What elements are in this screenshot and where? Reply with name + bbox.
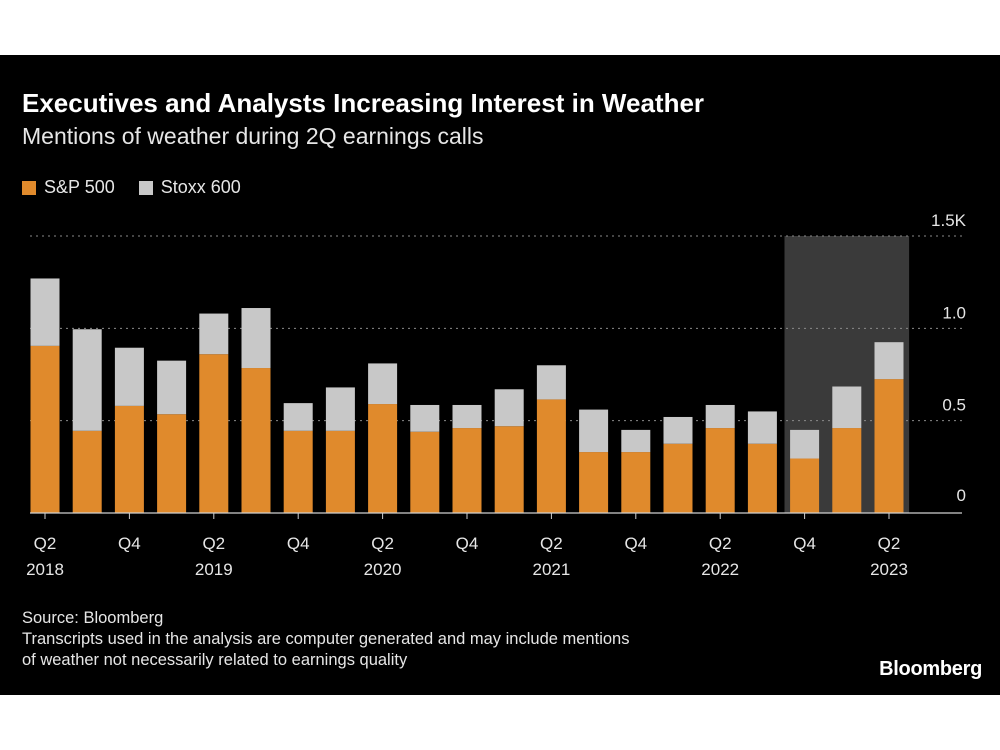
- x-tick-label-quarter: Q2: [34, 534, 57, 553]
- x-tick-label-quarter: Q4: [287, 534, 310, 553]
- bar-stoxx600: [747, 411, 777, 444]
- bar-sp500: [283, 430, 313, 513]
- bar-sp500: [368, 404, 398, 513]
- bar-sp500: [747, 443, 777, 513]
- legend: S&P 500 Stoxx 600: [22, 177, 265, 198]
- bar-chart: 0 0.5 1.0 1.5K Q2 2018 Q4 Q2 2019 Q4 Q2 2020 Q4 Q2 202…: [26, 211, 967, 579]
- x-tick-label-year: 2019: [195, 560, 233, 579]
- bar-stoxx600: [790, 429, 820, 459]
- bar-sp500: [832, 428, 862, 513]
- bar-stoxx600: [114, 347, 144, 406]
- bar-sp500: [494, 426, 524, 513]
- bar-sp500: [705, 428, 735, 513]
- legend-label-sp500: S&P 500: [44, 177, 115, 197]
- chart-subtitle: Mentions of weather during 2Q earnings c…: [22, 123, 484, 149]
- legend-item-sp500: S&P 500: [22, 177, 115, 198]
- bar-stoxx600: [157, 360, 187, 415]
- y-tick-label: 1.0: [942, 303, 966, 322]
- x-tick-label-quarter: Q2: [202, 534, 225, 553]
- bar-sp500: [72, 430, 102, 513]
- source-line: Source: Bloomberg: [22, 609, 164, 627]
- legend-swatch-stoxx600: [138, 180, 153, 195]
- x-tick-label-year: 2021: [532, 560, 570, 579]
- bar-sp500: [157, 414, 187, 513]
- bar-stoxx600: [241, 308, 271, 369]
- bar-stoxx600: [536, 365, 566, 400]
- x-tick-label-year: 2020: [364, 560, 402, 579]
- x-tick-label-quarter: Q2: [878, 534, 901, 553]
- y-tick-label: 0.5: [942, 396, 966, 415]
- x-tick-label-year: 2022: [701, 560, 739, 579]
- bar-sp500: [410, 431, 440, 513]
- bar-stoxx600: [325, 387, 355, 431]
- bar-stoxx600: [874, 342, 904, 380]
- x-tick-label-quarter: Q2: [709, 534, 732, 553]
- source-note: Source: Bloomberg Transcripts used in th…: [22, 608, 629, 671]
- bar-sp500: [536, 399, 566, 513]
- bar-stoxx600: [452, 404, 482, 429]
- x-tick-label-quarter: Q2: [540, 534, 563, 553]
- bar-stoxx600: [621, 429, 651, 453]
- x-tick-label-quarter: Q4: [456, 534, 479, 553]
- bar-stoxx600: [283, 403, 313, 431]
- source-line: of weather not necessarily related to ea…: [22, 651, 408, 669]
- bar-sp500: [790, 458, 820, 513]
- x-tick-label-quarter: Q4: [793, 534, 816, 553]
- legend-label-stoxx600: Stoxx 600: [160, 177, 241, 197]
- bar-stoxx600: [832, 386, 862, 429]
- bar-stoxx600: [663, 416, 693, 444]
- y-tick-label: 0: [957, 486, 966, 505]
- x-tick-label-year: 2023: [870, 560, 908, 579]
- bar-stoxx600: [494, 389, 524, 427]
- chart-panel: Executives and Analysts Increasing Inter…: [0, 55, 1000, 695]
- x-tick-label-year: 2018: [26, 560, 64, 579]
- source-line: Transcripts used in the analysis are com…: [22, 630, 630, 648]
- legend-item-stoxx600: Stoxx 600: [138, 177, 241, 198]
- x-tick-label-quarter: Q4: [624, 534, 647, 553]
- bar-sp500: [663, 443, 693, 513]
- bar-stoxx600: [410, 404, 440, 432]
- chart-title: Executives and Analysts Increasing Inter…: [22, 88, 705, 118]
- bar-stoxx600: [30, 278, 60, 346]
- bar-stoxx600: [705, 404, 735, 429]
- bar-sp500: [30, 345, 60, 513]
- bar-sp500: [874, 379, 904, 513]
- bloomberg-logo: Bloomberg: [879, 658, 982, 680]
- bar-stoxx600: [368, 363, 398, 405]
- legend-swatch-sp500: [22, 180, 36, 195]
- bar-sp500: [241, 368, 271, 513]
- x-tick-label-quarter: Q4: [118, 534, 141, 553]
- bar-sp500: [579, 452, 609, 513]
- bar-sp500: [621, 452, 651, 513]
- bar-stoxx600: [199, 313, 229, 355]
- bar-sp500: [325, 430, 355, 513]
- bar-stoxx600: [72, 329, 102, 431]
- bar-sp500: [114, 405, 144, 513]
- x-tick-label-quarter: Q2: [371, 534, 394, 553]
- y-tick-label: 1.5K: [931, 211, 967, 230]
- bar-sp500: [199, 354, 229, 513]
- bar-sp500: [452, 428, 482, 513]
- bar-stoxx600: [579, 409, 609, 453]
